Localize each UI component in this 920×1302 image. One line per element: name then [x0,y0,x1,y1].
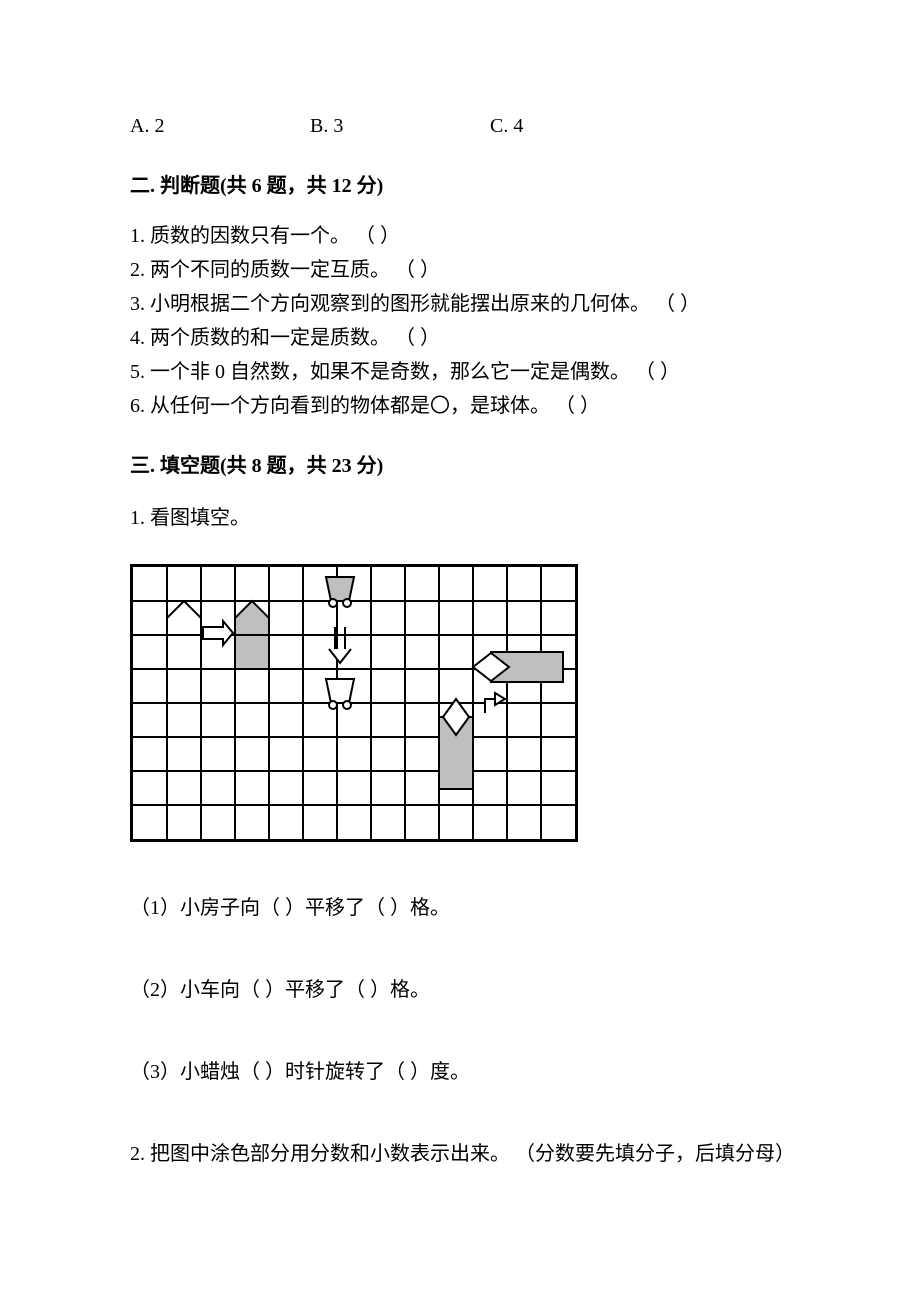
mc-options-row: A. 2 B. 3 C. 4 [130,110,800,142]
section-3-heading: 三. 填空题(共 8 题，共 23 分) [130,450,800,482]
fill-q1-sub1: （1）小房子向（ ）平移了（ ）格。 [130,892,800,924]
candle-horizontal [473,652,563,682]
fill-q1-sub2: （2）小车向（ ）平移了（ ）格。 [130,974,800,1006]
option-b: B. 3 [310,110,490,142]
judge-q5: 5. 一个非 0 自然数，如果不是奇数，那么它一定是偶数。 （ ） [130,356,800,388]
judge-q1: 1. 质数的因数只有一个。 （ ） [130,220,800,252]
judge-q4: 4. 两个质数的和一定是质数。 （ ） [130,322,800,354]
fill-q2-stem: 2. 把图中涂色部分用分数和小数表示出来。 （分数要先填分子，后填分母） [130,1138,800,1170]
grid-figure [130,564,800,842]
fill-q1-sub3: （3）小蜡烛（ ）时针旋转了（ ）度。 [130,1056,800,1088]
judge-q2: 2. 两个不同的质数一定互质。 （ ） [130,254,800,286]
fill-q1: 1. 看图填空。 [130,502,800,1088]
fill-q2: 2. 把图中涂色部分用分数和小数表示出来。 （分数要先填分子，后填分母） [130,1138,800,1170]
grid-svg [130,564,578,842]
judge-q3: 3. 小明根据二个方向观察到的图形就能摆出原来的几何体。 （ ） [130,288,800,320]
option-a: A. 2 [130,110,310,142]
option-c: C. 4 [490,110,523,142]
judge-q6: 6. 从任何一个方向看到的物体都是〇，是球体。 （ ） [130,390,800,422]
section-2-heading: 二. 判断题(共 6 题，共 12 分) [130,170,800,202]
section-2-questions: 1. 质数的因数只有一个。 （ ） 2. 两个不同的质数一定互质。 （ ） 3.… [130,220,800,422]
fill-q1-stem: 1. 看图填空。 [130,502,800,534]
page: A. 2 B. 3 C. 4 二. 判断题(共 6 题，共 12 分) 1. 质… [0,0,920,1302]
